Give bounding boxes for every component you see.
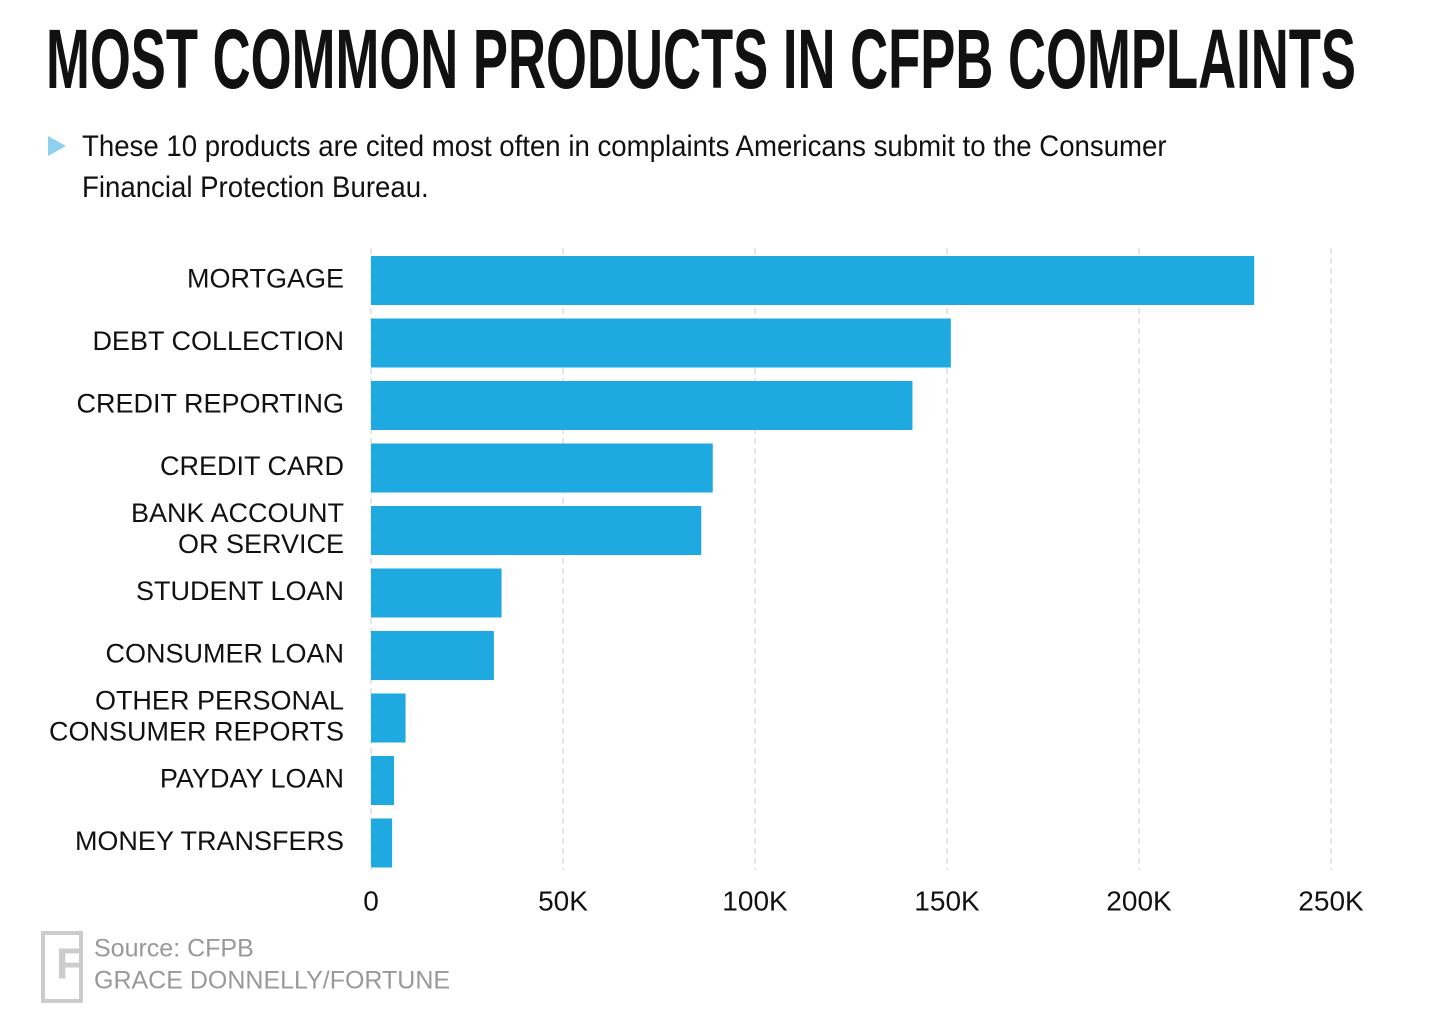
bar [371, 756, 395, 805]
x-tick-label: 100K [722, 885, 788, 916]
bar [371, 506, 702, 555]
bar [371, 693, 406, 743]
bar [371, 443, 713, 493]
x-tick-label: 200K [1106, 885, 1172, 916]
logo [41, 931, 83, 1003]
bar [371, 318, 951, 368]
subtitle: These 10 products are cited most often i… [82, 130, 1167, 204]
bullet [48, 136, 66, 156]
y-tick-label: OTHER PERSONAL CONSUMER REPORTS [49, 686, 344, 747]
chart-title: MOST COMMON PRODUCTS IN CFPB COMPLAINTS [46, 12, 1356, 106]
x-tick-label: 50K [538, 885, 588, 916]
x-tick-label: 250K [1298, 885, 1364, 916]
y-tick-label: CONSUMER LOAN [105, 639, 344, 669]
source: Source: CFPB [94, 935, 254, 963]
logo-letter: F [56, 940, 83, 989]
y-tick-label: DEBT COLLECTION [92, 326, 344, 356]
y-tick-label: MONEY TRANSFERS [75, 826, 344, 856]
y-tick-label: BANK ACCOUNT OR SERVICE [131, 498, 344, 559]
bar [371, 568, 502, 618]
y-tick-label: CREDIT CARD [160, 451, 344, 481]
bar [371, 381, 913, 430]
bar [371, 631, 494, 680]
bar [371, 256, 1255, 305]
y-tick-label: PAYDAY LOAN [160, 764, 344, 794]
y-tick-label: STUDENT LOAN [136, 576, 344, 606]
x-tick-label: 150K [914, 885, 980, 916]
bar [371, 818, 393, 868]
x-tick-label: 0 [363, 885, 379, 916]
y-tick-label: CREDIT REPORTING [76, 389, 344, 419]
credit: GRACE DONNELLY/FORTUNE [94, 967, 450, 995]
y-tick-label: MORTGAGE [187, 264, 344, 294]
